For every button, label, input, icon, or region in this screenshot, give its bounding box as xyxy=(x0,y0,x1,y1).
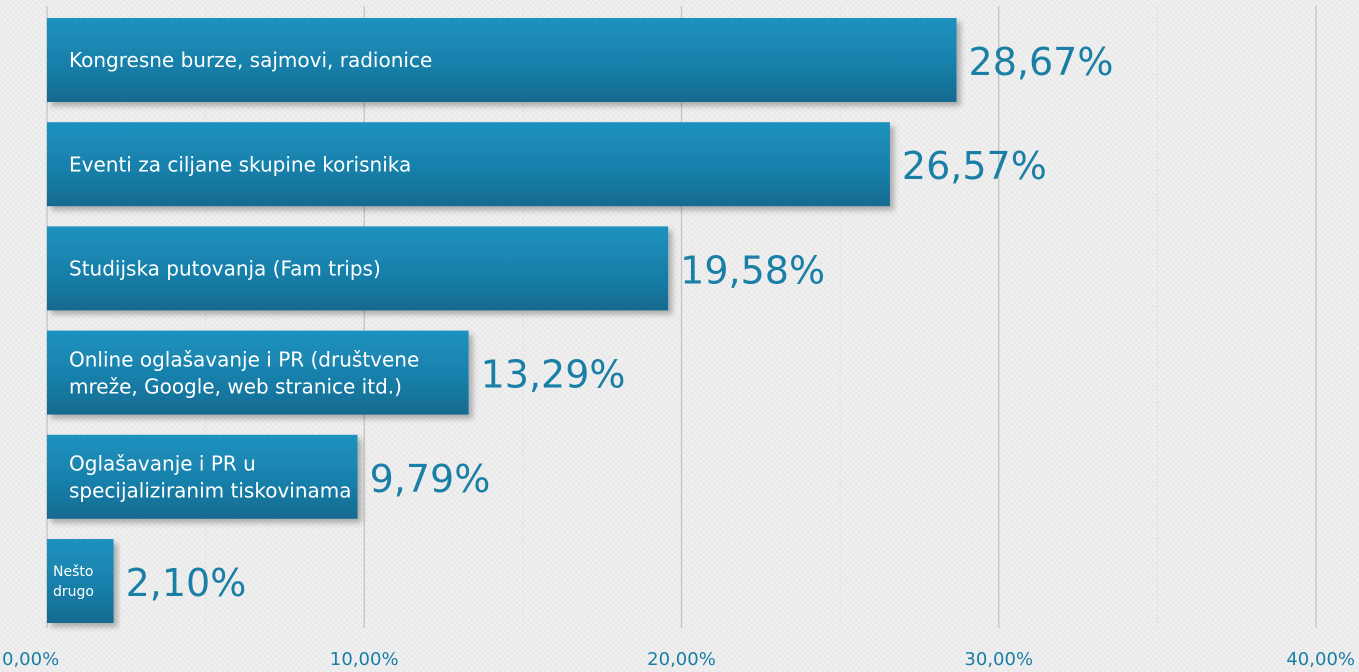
value-label-1: 28,67% xyxy=(969,40,1114,84)
value-label-2: 26,57% xyxy=(902,144,1047,188)
x-tick-label: 40,00% xyxy=(1286,649,1355,670)
gridlines xyxy=(46,6,1317,628)
value-label-5: 9,79% xyxy=(370,457,491,501)
bars xyxy=(47,18,957,623)
bar-label-1: Kongresne burze, sajmovi, radionice xyxy=(69,48,432,72)
bar-6 xyxy=(47,539,114,623)
value-label-6: 2,10% xyxy=(126,561,247,605)
bar-label-5: Oglašavanje i PR u specijaliziranim tisko… xyxy=(69,452,352,503)
bar-5 xyxy=(47,434,358,519)
bar-3 xyxy=(47,226,669,311)
value-label-3: 19,58% xyxy=(680,248,825,292)
bar-labels: Kongresne burze, sajmovi, radionice Event… xyxy=(53,48,432,600)
x-axis-tick-labels: 0,00% 10,00% 20,00% 30,00% 40,00% xyxy=(2,649,1355,670)
x-tick-label: 20,00% xyxy=(647,649,716,670)
value-label-4: 13,29% xyxy=(481,353,626,397)
bar-label-2: Eventi za ciljane skupine korisnika xyxy=(69,152,411,176)
value-labels: 28,67% 26,57% 19,58% 13,29% 9,79% 2,10% xyxy=(126,40,1114,605)
bar-label-3: Studijska putovanja (Fam trips) xyxy=(69,257,381,281)
bar-label-4: Online oglašavanje i PR (društvene mreže,… xyxy=(69,347,419,398)
bar-4 xyxy=(47,330,469,415)
bar-2 xyxy=(47,122,890,207)
x-tick-label: 0,00% xyxy=(2,649,59,670)
bar-label-6: Nešto drugo xyxy=(53,564,94,600)
x-tick-label: 30,00% xyxy=(964,649,1033,670)
x-tick-label: 10,00% xyxy=(330,649,399,670)
bar-1 xyxy=(47,18,957,102)
